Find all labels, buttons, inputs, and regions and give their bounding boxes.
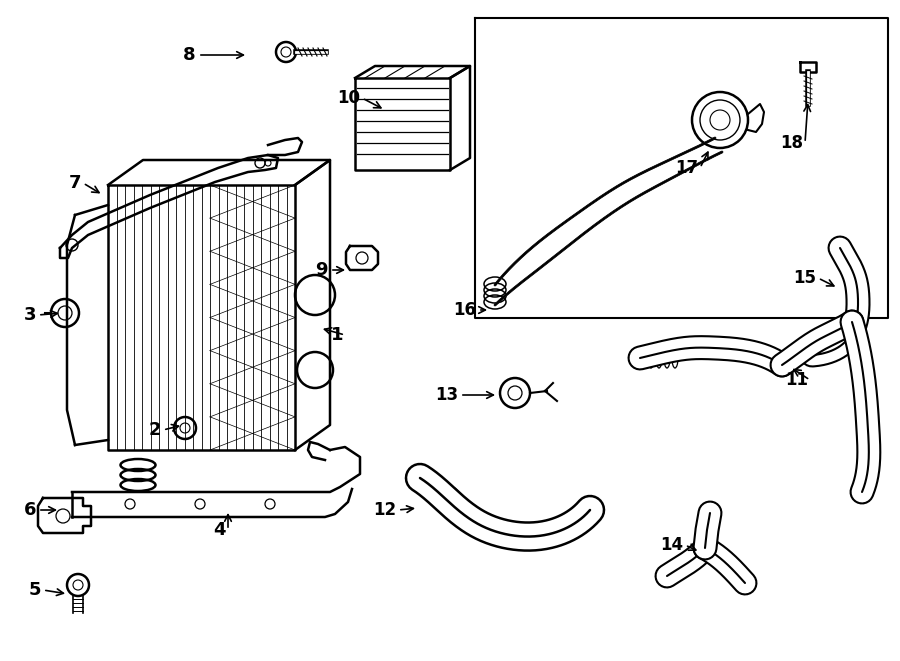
Text: 8: 8	[184, 46, 196, 64]
Text: 14: 14	[660, 536, 683, 554]
Text: 1: 1	[330, 326, 343, 344]
Text: 9: 9	[316, 261, 328, 279]
Text: 17: 17	[675, 159, 698, 177]
Text: 3: 3	[23, 306, 36, 324]
Text: 16: 16	[453, 301, 476, 319]
Text: 6: 6	[23, 501, 36, 519]
Text: 12: 12	[373, 501, 396, 519]
Text: 7: 7	[68, 174, 81, 192]
Text: 11: 11	[785, 371, 808, 389]
Text: 5: 5	[29, 581, 41, 599]
Text: 4: 4	[213, 521, 226, 539]
Text: 13: 13	[435, 386, 458, 404]
Text: 15: 15	[793, 269, 816, 287]
Text: 10: 10	[337, 89, 360, 107]
Text: 2: 2	[148, 421, 161, 439]
Text: 18: 18	[780, 134, 803, 152]
